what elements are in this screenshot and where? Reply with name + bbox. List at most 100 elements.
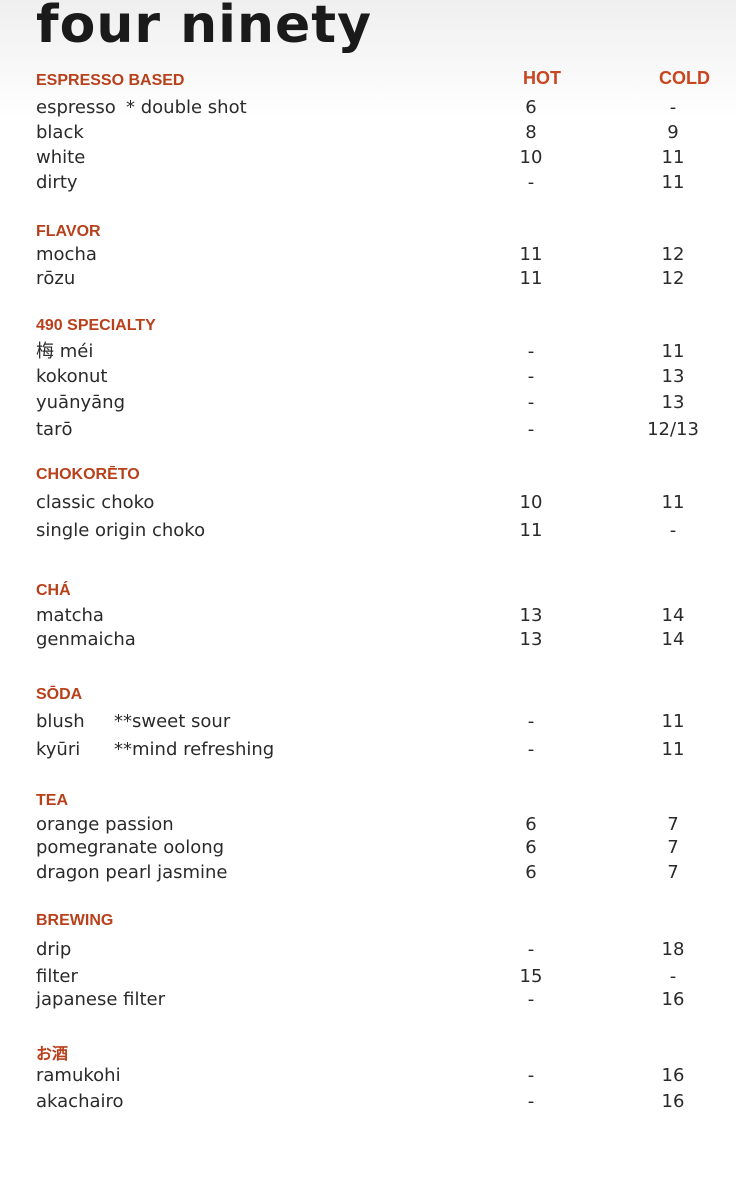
- item-price-cold: 11: [661, 492, 685, 513]
- item-price-hot: 11: [519, 244, 543, 265]
- item-price-cold: -: [669, 520, 677, 541]
- item-price-cold: 9: [667, 122, 679, 143]
- item-name: white: [36, 147, 86, 168]
- menu-row: white 10 11: [0, 146, 736, 170]
- item-name: classic choko: [36, 492, 155, 513]
- item-price-hot: -: [527, 939, 535, 960]
- item-note: **sweet sour: [114, 711, 231, 732]
- menu-row: 梅 méi - 11: [0, 340, 736, 364]
- item-price-hot: 11: [519, 520, 543, 541]
- item-price-hot: -: [527, 366, 535, 387]
- item-price-cold: 16: [661, 1091, 685, 1112]
- section-heading: お酒: [36, 1046, 69, 1063]
- menu-row: filter 15 -: [0, 965, 736, 989]
- section-heading: FLAVOR: [36, 223, 101, 240]
- header-background: [0, 0, 736, 120]
- item-name: mocha: [36, 244, 97, 265]
- item-price-cold: 7: [667, 837, 679, 858]
- item-price-hot: 13: [519, 605, 543, 626]
- item-name: black: [36, 122, 84, 143]
- menu-row: akachairo - 16: [0, 1090, 736, 1114]
- item-price-hot: 6: [525, 862, 537, 883]
- menu-row: black 8 9: [0, 121, 736, 145]
- item-name: kokonut: [36, 366, 108, 387]
- item-price-cold: 13: [661, 366, 685, 387]
- item-name: akachairo: [36, 1091, 124, 1112]
- menu-row: mocha 11 12: [0, 243, 736, 267]
- item-name: 梅 méi: [36, 341, 94, 362]
- item-price-hot: -: [527, 739, 535, 760]
- item-price-hot: 15: [519, 966, 543, 987]
- item-name: espresso: [36, 97, 116, 118]
- menu-row: kyūri **mind refreshing - 11: [0, 738, 736, 762]
- item-name: yuānyāng: [36, 392, 126, 413]
- section-heading: ESPRESSO BASED: [36, 72, 185, 89]
- item-name: filter: [36, 966, 78, 987]
- item-price-cold: 14: [661, 605, 685, 626]
- item-name: drip: [36, 939, 72, 960]
- item-price-hot: -: [527, 172, 535, 193]
- item-price-hot: 6: [525, 814, 537, 835]
- item-price-cold: 12: [661, 268, 685, 289]
- item-name: pomegranate oolong: [36, 837, 225, 858]
- item-price-hot: 10: [519, 492, 543, 513]
- item-price-cold: 16: [661, 1065, 685, 1086]
- item-name: tarō: [36, 419, 73, 440]
- menu-row: single origin choko 11 -: [0, 519, 736, 543]
- item-name: ramukohi: [36, 1065, 121, 1086]
- menu-row: genmaicha 13 14: [0, 628, 736, 652]
- item-price-cold: 11: [661, 711, 685, 732]
- item-price-hot: -: [527, 419, 535, 440]
- menu-row: rōzu 11 12: [0, 267, 736, 291]
- item-price-hot: 6: [525, 837, 537, 858]
- item-price-cold: 14: [661, 629, 685, 650]
- item-price-cold: 18: [661, 939, 685, 960]
- item-price-cold: 7: [667, 862, 679, 883]
- item-price-hot: -: [527, 341, 535, 362]
- menu-row: ramukohi - 16: [0, 1064, 736, 1088]
- item-price-hot: -: [527, 711, 535, 732]
- item-price-hot: -: [527, 1091, 535, 1112]
- item-price-hot: 8: [525, 122, 537, 143]
- menu-row: japanese filter - 16: [0, 988, 736, 1012]
- item-name: kyūri: [36, 739, 81, 760]
- item-name: dirty: [36, 172, 78, 193]
- item-name: orange passion: [36, 814, 174, 835]
- section-heading: TEA: [36, 792, 68, 809]
- item-price-cold: 11: [661, 147, 685, 168]
- section-heading: CHÁ: [36, 582, 71, 599]
- item-price-hot: 13: [519, 629, 543, 650]
- item-price-cold: 12/13: [647, 419, 699, 440]
- item-price-cold: 7: [667, 814, 679, 835]
- menu-row: tarō - 12/13: [0, 418, 736, 442]
- item-price-hot: -: [527, 1065, 535, 1086]
- menu-row: kokonut - 13: [0, 365, 736, 389]
- menu-row: espresso * double shot 6 -: [0, 96, 736, 120]
- item-price-hot: -: [527, 989, 535, 1010]
- item-name: genmaicha: [36, 629, 136, 650]
- menu-row: drip - 18: [0, 938, 736, 962]
- menu-row: blush **sweet sour - 11: [0, 710, 736, 734]
- section-heading: SŌDA: [36, 686, 83, 703]
- page-title: four ninety: [36, 0, 372, 55]
- section-heading: BREWING: [36, 912, 114, 929]
- item-price-cold: 13: [661, 392, 685, 413]
- item-name: rōzu: [36, 268, 76, 289]
- item-price-cold: 16: [661, 989, 685, 1010]
- item-price-hot: -: [527, 392, 535, 413]
- menu-row: orange passion 6 7: [0, 813, 736, 837]
- item-name: dragon pearl jasmine: [36, 862, 228, 883]
- menu-row: matcha 13 14: [0, 604, 736, 628]
- hot-column-header: HOT: [523, 68, 561, 88]
- item-price-cold: 11: [661, 739, 685, 760]
- menu-row: pomegranate oolong 6 7: [0, 836, 736, 860]
- item-name: japanese filter: [36, 989, 166, 1010]
- menu-row: yuānyāng - 13: [0, 391, 736, 415]
- cold-column-header: COLD: [659, 68, 710, 88]
- item-name: single origin choko: [36, 520, 206, 541]
- item-note: **mind refreshing: [114, 739, 275, 760]
- item-name: matcha: [36, 605, 104, 626]
- item-price-hot: 11: [519, 268, 543, 289]
- menu-row: classic choko 10 11: [0, 491, 736, 515]
- item-price-cold: 11: [661, 341, 685, 362]
